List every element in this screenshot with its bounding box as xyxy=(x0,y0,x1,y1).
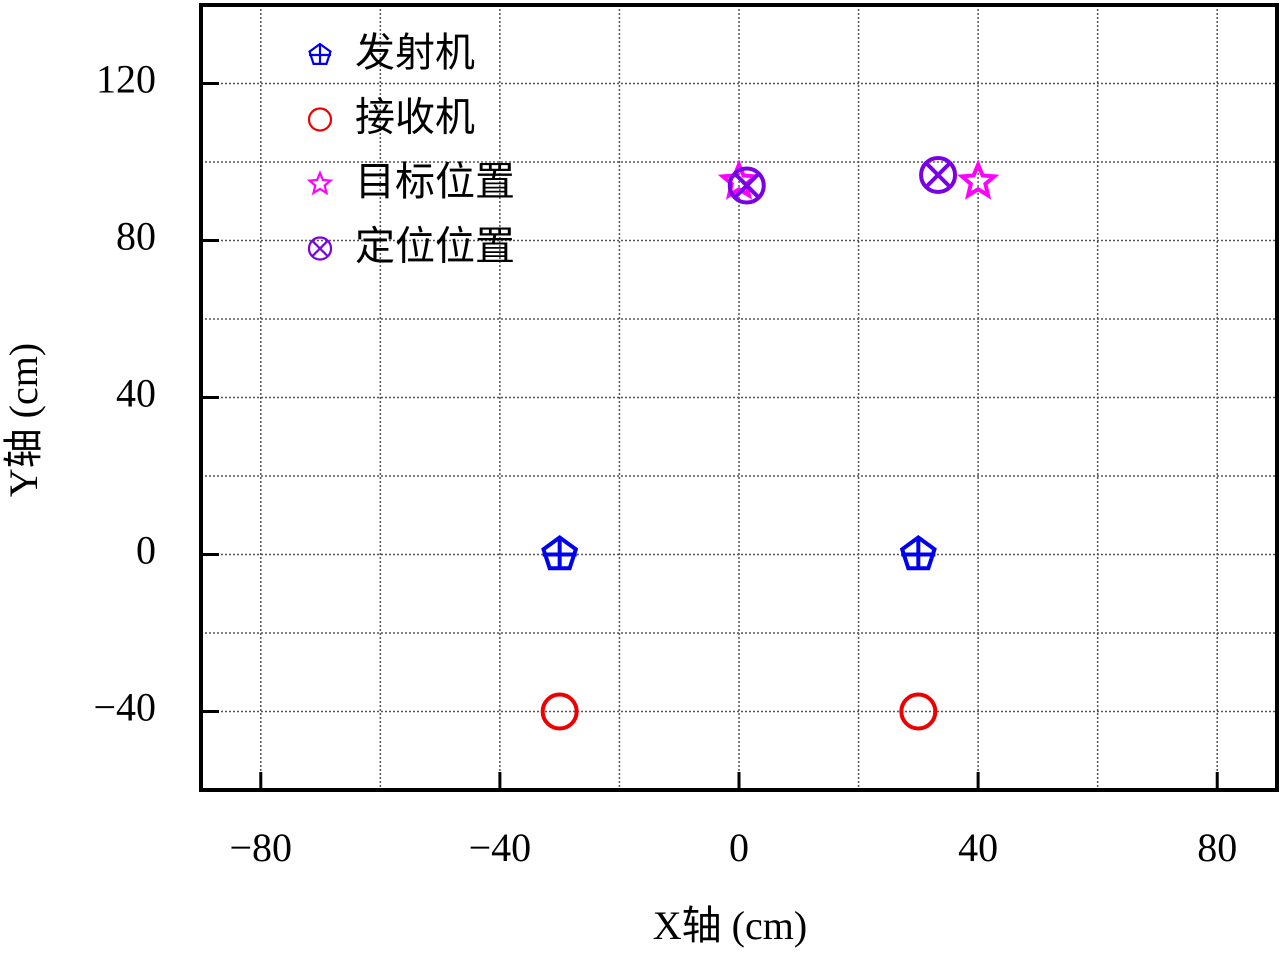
marker-shape xyxy=(309,44,331,64)
marker xyxy=(956,159,1000,200)
y-tick-label: −40 xyxy=(93,685,156,730)
marker-shape xyxy=(717,159,761,200)
marker xyxy=(541,535,579,571)
marker xyxy=(307,236,333,261)
x-axis-label: X轴 (cm) xyxy=(653,903,807,948)
marker-shape xyxy=(542,537,577,569)
legend-label: 接收机 xyxy=(355,95,475,141)
marker-shape xyxy=(311,240,329,257)
x-tick-label: 0 xyxy=(729,825,749,870)
marker-shape xyxy=(733,172,761,199)
marker xyxy=(306,170,334,196)
marker-shape xyxy=(308,42,332,65)
marker-shape xyxy=(306,170,334,196)
marker-shape xyxy=(727,166,766,205)
y-tick-label: 40 xyxy=(116,371,156,416)
marker-shape xyxy=(307,107,333,132)
y-tick-label: 0 xyxy=(136,528,156,573)
marker xyxy=(717,159,761,200)
x-tick-label: −80 xyxy=(229,825,292,870)
legend-label: 发射机 xyxy=(355,30,475,76)
y-tick-label: 120 xyxy=(96,57,156,102)
legend-label: 目标位置 xyxy=(355,159,515,205)
marker xyxy=(540,692,579,731)
marker-shape xyxy=(540,692,579,731)
marker xyxy=(727,166,766,205)
marker-shape xyxy=(924,161,952,189)
marker xyxy=(308,42,332,65)
y-tick-label: 80 xyxy=(116,214,156,259)
marker-shape xyxy=(919,155,958,194)
marker-shape xyxy=(307,236,333,261)
legend-label: 定位位置 xyxy=(355,224,515,270)
y-axis-label: Y轴 (cm) xyxy=(1,343,46,497)
marker-shape xyxy=(956,159,1000,200)
marker-shape xyxy=(901,537,936,569)
plot-frame xyxy=(199,3,1279,792)
marker xyxy=(919,155,958,194)
marker-shape xyxy=(899,692,938,731)
marker xyxy=(899,692,938,731)
x-tick-label: 80 xyxy=(1197,825,1237,870)
marker xyxy=(899,535,937,571)
x-tick-label: −40 xyxy=(469,825,532,870)
marker-shape xyxy=(899,535,937,571)
marker-shape xyxy=(541,535,579,571)
marker xyxy=(307,107,333,132)
x-tick-label: 40 xyxy=(958,825,998,870)
